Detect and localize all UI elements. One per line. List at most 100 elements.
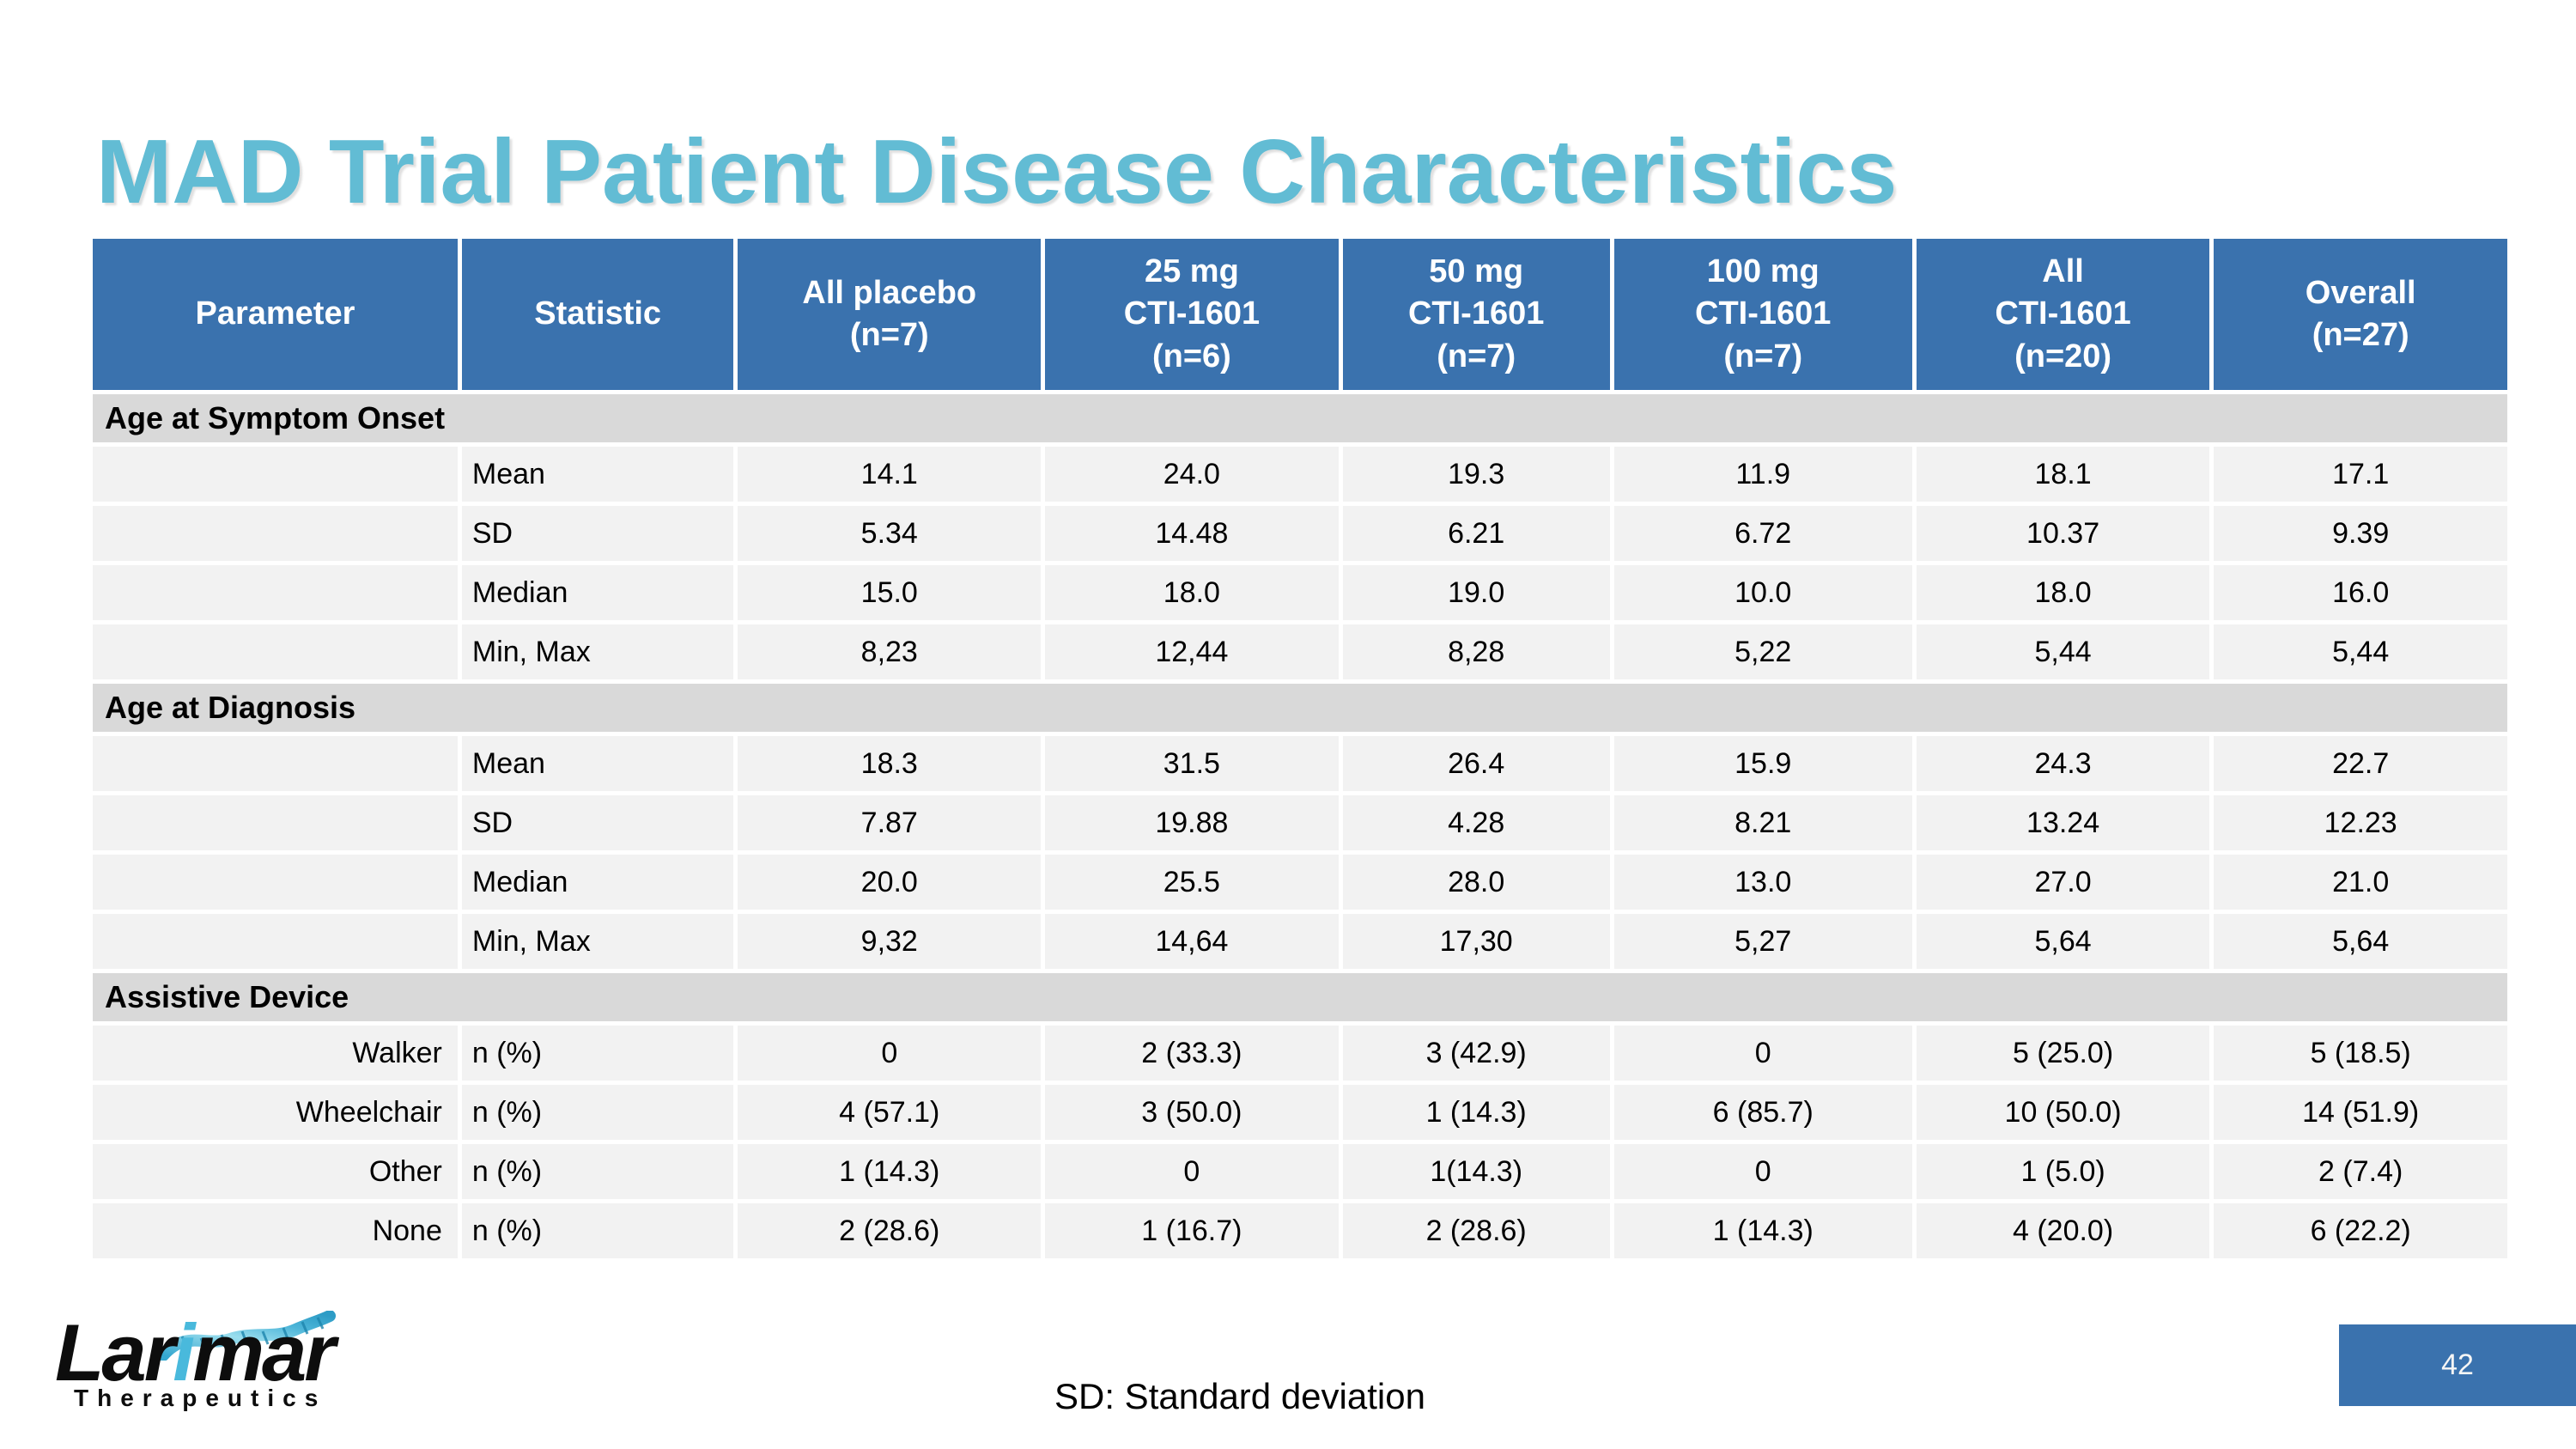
cell-value: 4.28 [1342, 795, 1610, 850]
column-header: 50 mg CTI-1601 (n=7) [1342, 239, 1610, 390]
larimar-logo: Larimar Therapeutics [55, 1311, 364, 1431]
cell-value: 9.39 [2214, 506, 2507, 561]
cell-value: 27.0 [1916, 855, 2210, 910]
cell-value: 9,32 [738, 914, 1042, 969]
cell-value: 15.0 [738, 565, 1042, 620]
cell-value: 8,28 [1342, 624, 1610, 679]
cell-value: 5,64 [1916, 914, 2210, 969]
section-header-row: Age at Diagnosis [93, 684, 2507, 732]
cell-value: 4 (20.0) [1916, 1203, 2210, 1258]
cell-value: 8.21 [1613, 795, 1912, 850]
cell-value: 7.87 [738, 795, 1042, 850]
cell-value: 2 (7.4) [2214, 1144, 2507, 1199]
cell-value: 17.1 [2214, 447, 2507, 502]
cell-value: 6 (85.7) [1613, 1085, 1912, 1140]
cell-value: 8,23 [738, 624, 1042, 679]
table-row: Wheelchair n (%) 4 (57.1) 3 (50.0) 1 (14.3) 6… [93, 1085, 2507, 1140]
section-label: Age at Diagnosis [93, 684, 2507, 732]
column-header: 100 mg CTI-1601 (n=7) [1613, 239, 1912, 390]
cell-value: 18.3 [738, 736, 1042, 791]
section-label: Age at Symptom Onset [93, 394, 2507, 442]
cell-value: 11.9 [1613, 447, 1912, 502]
cell-value: 3 (42.9) [1342, 1026, 1610, 1081]
cell-value: 18.0 [1045, 565, 1339, 620]
cell-parameter [93, 506, 458, 561]
table-row: Mean 18.3 31.5 26.4 15.9 24.3 22.7 [93, 736, 2507, 791]
cell-parameter [93, 855, 458, 910]
table-row: None n (%) 2 (28.6) 1 (16.7) 2 (28.6) 1 (14.3… [93, 1203, 2507, 1258]
cell-parameter: Wheelchair [93, 1085, 458, 1140]
cell-value: 19.88 [1045, 795, 1339, 850]
table-body: Age at Symptom Onset Mean 14.1 24.0 19.3 11.9… [93, 394, 2507, 1258]
cell-statistic: SD [461, 795, 734, 850]
table-row: Median 15.0 18.0 19.0 10.0 18.0 16.0 [93, 565, 2507, 620]
cell-parameter [93, 795, 458, 850]
cell-statistic: Median [461, 565, 734, 620]
logo-subtitle: Therapeutics [74, 1385, 327, 1411]
cell-value: 0 [1613, 1026, 1912, 1081]
column-header: Statistic [461, 239, 734, 390]
cell-value: 2 (28.6) [738, 1203, 1042, 1258]
cell-statistic: Median [461, 855, 734, 910]
cell-value: 5,44 [2214, 624, 2507, 679]
cell-value: 10 (50.0) [1916, 1085, 2210, 1140]
cell-parameter [93, 736, 458, 791]
cell-value: 1 (16.7) [1045, 1203, 1339, 1258]
section-label: Assistive Device [93, 973, 2507, 1021]
cell-statistic: n (%) [461, 1203, 734, 1258]
abbreviation-note: SD: Standard deviation [1054, 1376, 1425, 1416]
column-header: All CTI-1601 (n=20) [1916, 239, 2210, 390]
logo-wordmark: Larimar [55, 1312, 336, 1393]
cell-value: 4 (57.1) [738, 1085, 1042, 1140]
cell-value: 10.37 [1916, 506, 2210, 561]
cell-statistic: SD [461, 506, 734, 561]
cell-value: 6 (22.2) [2214, 1203, 2507, 1258]
cell-value: 14.1 [738, 447, 1042, 502]
cell-parameter [93, 914, 458, 969]
cell-value: 5,22 [1613, 624, 1912, 679]
cell-value: 0 [738, 1026, 1042, 1081]
cell-value: 18.0 [1916, 565, 2210, 620]
cell-value: 19.3 [1342, 447, 1610, 502]
cell-statistic: Min, Max [461, 624, 734, 679]
cell-value: 2 (28.6) [1342, 1203, 1610, 1258]
table-row: Mean 14.1 24.0 19.3 11.9 18.1 17.1 [93, 447, 2507, 502]
cell-parameter [93, 624, 458, 679]
header-row: Parameter Statistic All placebo (n=7) 25 mg… [93, 239, 2507, 390]
cell-value: 1 (14.3) [1613, 1203, 1912, 1258]
cell-parameter [93, 447, 458, 502]
cell-value: 14,64 [1045, 914, 1339, 969]
cell-statistic: Mean [461, 447, 734, 502]
cell-value: 31.5 [1045, 736, 1339, 791]
cell-value: 0 [1045, 1144, 1339, 1199]
table-row: Other n (%) 1 (14.3) 0 1(14.3) 0 1 (5.0) 2 (7.4… [93, 1144, 2507, 1199]
cell-parameter: None [93, 1203, 458, 1258]
cell-value: 14.48 [1045, 506, 1339, 561]
table-header: Parameter Statistic All placebo (n=7) 25 mg… [93, 239, 2507, 390]
cell-parameter [93, 565, 458, 620]
cell-value: 25.5 [1045, 855, 1339, 910]
cell-value: 5,44 [1916, 624, 2210, 679]
cell-statistic: n (%) [461, 1144, 734, 1199]
table-row: Min, Max 9,32 14,64 17,30 5,27 5,64 5,64 [93, 914, 2507, 969]
cell-value: 20.0 [738, 855, 1042, 910]
cell-statistic: n (%) [461, 1026, 734, 1081]
cell-value: 28.0 [1342, 855, 1610, 910]
cell-statistic: Mean [461, 736, 734, 791]
cell-value: 6.21 [1342, 506, 1610, 561]
cell-value: 1 (14.3) [1342, 1085, 1610, 1140]
logo-text-mar: mar [192, 1307, 335, 1397]
disease-characteristics-table: Parameter Statistic All placebo (n=7) 25 mg… [88, 234, 2512, 1263]
page-number: 42 [2441, 1349, 2474, 1381]
table-row: Min, Max 8,23 12,44 8,28 5,22 5,44 5,44 [93, 624, 2507, 679]
cell-value: 21.0 [2214, 855, 2507, 910]
column-header: 25 mg CTI-1601 (n=6) [1045, 239, 1339, 390]
cell-value: 17,30 [1342, 914, 1610, 969]
column-header: Overall (n=27) [2214, 239, 2507, 390]
cell-statistic: n (%) [461, 1085, 734, 1140]
column-header: All placebo (n=7) [738, 239, 1042, 390]
cell-parameter: Walker [93, 1026, 458, 1081]
cell-value: 1 (5.0) [1916, 1144, 2210, 1199]
cell-value: 5 (25.0) [1916, 1026, 2210, 1081]
